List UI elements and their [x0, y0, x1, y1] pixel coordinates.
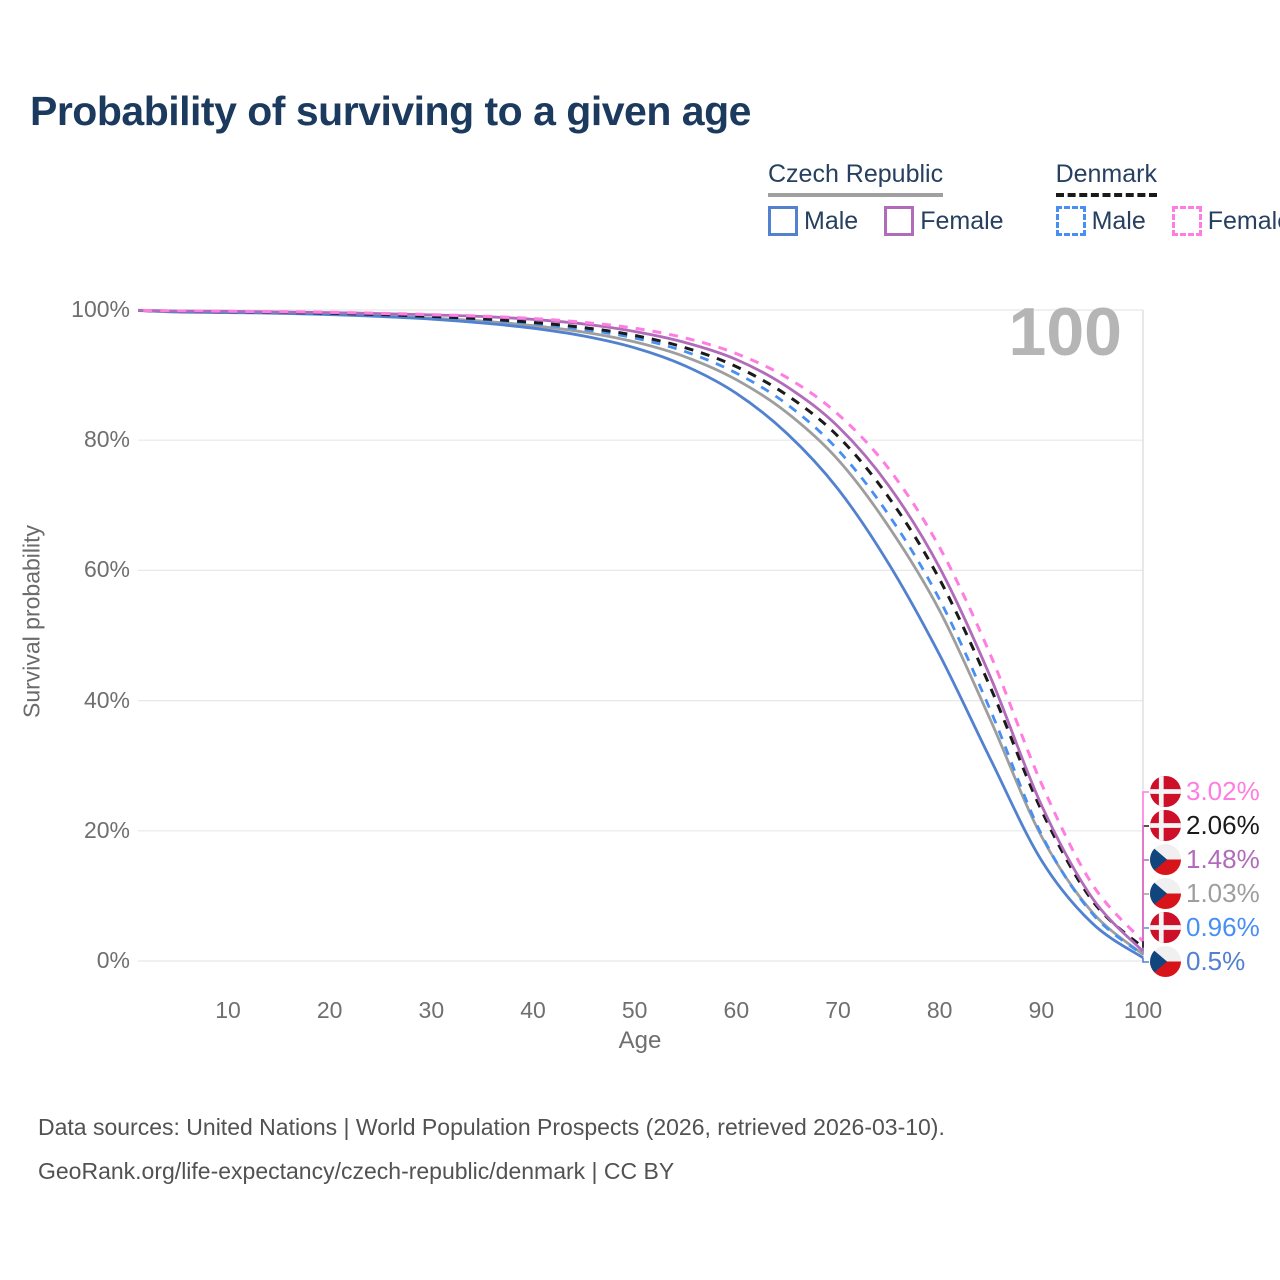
- end-label-leader-denmark-male: [1142, 927, 1149, 955]
- x-tick-label: 20: [316, 997, 343, 1023]
- end-label-leader-denmark-female: [1142, 791, 1149, 942]
- legend-item-label: Male: [804, 206, 859, 235]
- end-label-denmark-male: 0.96%: [1150, 912, 1260, 943]
- legend-item-label: Female: [1207, 206, 1280, 235]
- x-tick-label: 10: [215, 997, 241, 1023]
- legend: Czech Republic Male Female Denmark Male: [768, 160, 1280, 236]
- x-axis-title: Age: [618, 1027, 662, 1054]
- series-line-denmark-total[interactable]: [126, 308, 1145, 949]
- end-label-value: 0.96%: [1186, 912, 1260, 942]
- x-tick-label: 50: [621, 997, 648, 1023]
- legend-item-czech-female[interactable]: Female: [884, 206, 1004, 236]
- end-label-value: 3.02%: [1186, 776, 1260, 806]
- y-tick-label: 40%: [83, 686, 130, 713]
- page-title: Probability of surviving to a given age: [30, 88, 751, 134]
- legend-header-denmark: Denmark: [1055, 160, 1157, 197]
- y-tick-label: 20%: [83, 816, 130, 843]
- legend-item-denmark-female[interactable]: Female: [1171, 206, 1280, 236]
- highlight-age-watermark: 100: [1008, 294, 1122, 370]
- x-tick-label: 90: [1028, 997, 1055, 1023]
- end-label-leader-czech-republic-total: [1142, 893, 1149, 955]
- end-label-value: 0.5%: [1186, 946, 1246, 976]
- x-tick-label: 70: [825, 997, 851, 1023]
- end-label-value: 1.03%: [1186, 878, 1260, 908]
- y-tick-label: 100%: [71, 296, 130, 322]
- czech-republic-flag-icon: [1150, 844, 1181, 875]
- y-tick-label: 0%: [96, 947, 130, 973]
- denmark-male-swatch-icon: [1055, 206, 1086, 236]
- end-label-czech-republic-total: 1.03%: [1150, 878, 1260, 909]
- x-tick-label: 40: [520, 997, 546, 1023]
- denmark-female-swatch-icon: [1171, 206, 1202, 236]
- footer-data-sources: Data sources: United Nations | World Pop…: [38, 1114, 945, 1140]
- footer: Data sources: United Nations | World Pop…: [38, 1105, 945, 1193]
- end-label-value: 1.48%: [1186, 844, 1260, 874]
- czech-republic-flag-icon: [1150, 878, 1181, 909]
- czech-male-swatch-icon: [768, 206, 798, 236]
- end-label-leader-denmark-total: [1142, 825, 1149, 948]
- legend-item-czech-male[interactable]: Male: [768, 206, 858, 236]
- end-label-czech-republic-male: 0.5%: [1150, 946, 1245, 977]
- y-tick-label: 80%: [83, 426, 130, 453]
- series-line-czech-republic-male[interactable]: [126, 309, 1144, 959]
- end-label-leader-czech-republic-female: [1142, 859, 1149, 952]
- legend-group-czech-republic: Czech Republic Male Female: [768, 160, 1004, 236]
- denmark-flag-icon: [1150, 810, 1181, 841]
- series-line-czech-republic-total[interactable]: [126, 309, 1144, 956]
- footer-attribution: GeoRank.org/life-expectancy/czech-republ…: [38, 1158, 675, 1184]
- legend-item-label: Female: [920, 206, 1004, 235]
- legend-item-denmark-male[interactable]: Male: [1055, 206, 1146, 236]
- x-tick-label: 80: [926, 997, 953, 1023]
- denmark-flag-icon: [1150, 912, 1181, 943]
- czech-republic-flag-icon: [1150, 946, 1181, 977]
- x-tick-label: 100: [1123, 997, 1163, 1023]
- x-tick-label: 60: [723, 997, 750, 1023]
- end-label-leader-czech-republic-male: [1142, 957, 1149, 963]
- legend-header-czech-republic: Czech Republic: [768, 160, 944, 197]
- denmark-flag-icon: [1150, 776, 1181, 807]
- czech-female-swatch-icon: [884, 206, 915, 236]
- end-label-czech-republic-female: 1.48%: [1150, 844, 1260, 875]
- series-line-denmark-female[interactable]: [126, 308, 1145, 943]
- series-line-denmark-male[interactable]: [126, 308, 1144, 956]
- legend-group-denmark: Denmark Male Female: [1055, 160, 1280, 236]
- series-line-czech-republic-female[interactable]: [126, 308, 1145, 953]
- end-label-value: 2.06%: [1186, 810, 1260, 840]
- end-label-denmark-total: 2.06%: [1150, 810, 1260, 841]
- x-tick-label: 30: [418, 997, 445, 1023]
- end-label-denmark-female: 3.02%: [1150, 776, 1260, 807]
- y-tick-label: 60%: [83, 556, 130, 583]
- legend-item-label: Male: [1091, 206, 1146, 235]
